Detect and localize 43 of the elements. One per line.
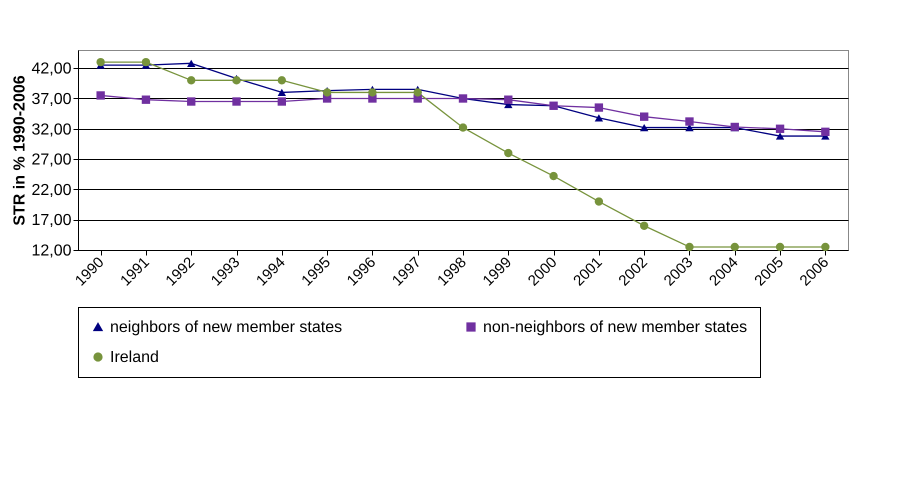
point	[278, 97, 286, 106]
y-tick-label: 17,00	[31, 212, 72, 230]
point	[594, 197, 604, 206]
point	[278, 88, 286, 96]
legend-label: Ireland	[110, 349, 159, 366]
point	[685, 117, 694, 126]
point	[685, 242, 694, 252]
y-tick-label: 27,00	[31, 152, 72, 169]
point	[278, 76, 286, 84]
point	[142, 58, 150, 66]
point	[187, 97, 196, 106]
point	[187, 60, 196, 67]
point	[594, 103, 604, 112]
point	[187, 76, 196, 84]
point	[821, 242, 830, 252]
y-axis-title: STR in % 1990-2006	[11, 75, 28, 226]
y-tick-label: 42,00	[31, 60, 72, 78]
point	[96, 91, 105, 100]
y-tick-label: 12,00	[31, 242, 72, 260]
point	[640, 112, 648, 121]
y-tick-label: 22,00	[31, 182, 72, 199]
legend-label: non-neighbors of new member states	[483, 319, 748, 336]
point	[458, 123, 468, 132]
point	[549, 172, 558, 180]
point	[142, 96, 150, 104]
point	[504, 148, 512, 158]
legend-label: neighbors of new member states	[110, 319, 342, 336]
point	[414, 88, 422, 97]
y-tick-label: 37,00	[31, 90, 72, 108]
point	[821, 128, 830, 136]
point	[322, 88, 332, 97]
point	[776, 124, 784, 133]
point	[368, 88, 377, 97]
point	[640, 124, 648, 132]
point	[730, 242, 739, 252]
point	[640, 222, 648, 230]
point	[96, 58, 105, 66]
point	[232, 97, 241, 106]
y-tick-label: 32,00	[31, 121, 72, 138]
point	[504, 96, 512, 104]
point	[594, 114, 604, 122]
point	[776, 242, 784, 252]
point	[776, 132, 784, 140]
